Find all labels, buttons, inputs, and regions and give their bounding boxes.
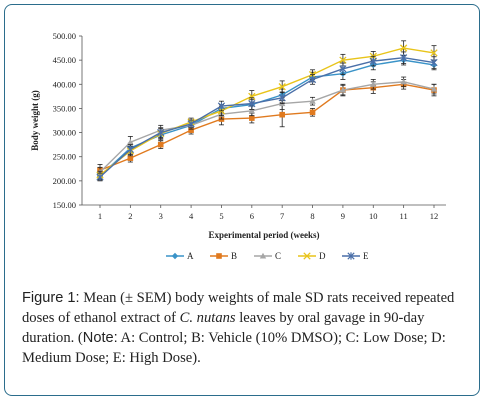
data-point-b: [279, 111, 285, 118]
legend-label-c: C: [275, 251, 281, 261]
x-axis-label: Experimental period (weeks): [209, 230, 320, 240]
legend-item-c: C: [254, 251, 281, 261]
data-point-d: [339, 56, 347, 64]
data-point-e: [278, 94, 286, 102]
legend-marker-b: [216, 253, 222, 259]
data-point-e: [400, 54, 408, 62]
legend-marker-c: [259, 252, 267, 259]
x-tick-label: 12: [430, 211, 439, 221]
x-tick-label: 2: [128, 211, 132, 221]
data-point-d: [399, 44, 408, 52]
marker-stroke: [303, 252, 311, 260]
data-point-c: [430, 85, 438, 92]
series-d: [96, 40, 438, 180]
y-tick-label: 500.00: [53, 31, 76, 41]
y-tick-label: 400.00: [53, 79, 76, 89]
y-tick-label: 450.00: [53, 55, 76, 65]
data-point-e: [96, 173, 104, 181]
x-tick-label: 11: [400, 211, 408, 221]
legend-item-b: B: [210, 251, 237, 261]
x-tick-label: 9: [341, 211, 345, 221]
marker-stroke: [248, 92, 256, 101]
caption-text-1: Mean (± SEM) body weights of male SD rat…: [22, 290, 455, 326]
data-point-e: [369, 57, 377, 65]
figure-caption: Figure 1: Mean (± SEM) body weights of m…: [22, 288, 468, 368]
x-tick-label: 5: [219, 211, 223, 221]
legend-label-e: E: [363, 251, 369, 261]
data-point-d: [248, 92, 256, 101]
legend-label-b: B: [231, 251, 237, 261]
legend: A B C D E: [166, 251, 369, 261]
data-point-e: [248, 99, 256, 108]
plot-area: 150.00 200.00 250.00 300.00 350.00 400.00 450.…: [53, 31, 446, 221]
x-tick-label: 4: [189, 211, 194, 221]
data-point-c: [370, 81, 377, 87]
series-layer: [96, 40, 438, 182]
figure-label: Figure 1:: [22, 290, 80, 306]
data-point-e: [217, 102, 226, 110]
legend-label-d: D: [319, 251, 326, 261]
data-point-e: [187, 120, 195, 128]
caption-species: C. nutans: [179, 310, 236, 326]
data-point-e: [339, 65, 347, 73]
data-point-e: [308, 75, 317, 84]
line-chart: 150.00 200.00 250.00 300.00 350.00 400.00 450.…: [30, 31, 446, 261]
legend-marker-e: [347, 252, 355, 260]
data-point-c: [339, 86, 347, 93]
x-tick-label: 7: [280, 211, 284, 221]
y-tick-label: 350.00: [53, 103, 76, 113]
series-a: [96, 54, 438, 181]
series-b: [97, 79, 437, 177]
legend-marker-a: [171, 252, 179, 260]
series-line-a: [99, 59, 435, 177]
data-point-b: [188, 127, 194, 133]
x-tick-label: 1: [98, 211, 102, 221]
data-point-c: [309, 97, 316, 104]
data-point-c: [400, 78, 407, 85]
y-tick-labels: 150.00 200.00 250.00 300.00 350.00 400.00 450.…: [53, 31, 82, 210]
legend-item-d: D: [298, 251, 326, 261]
data-point-e: [430, 58, 438, 67]
x-tick-label: 6: [250, 211, 254, 221]
legend-item-e: E: [342, 251, 369, 261]
data-point-b: [249, 115, 255, 121]
data-point-e: [126, 145, 134, 154]
x-tick-label: 8: [310, 211, 314, 221]
series-e: [96, 51, 438, 182]
data-point-c: [127, 139, 134, 145]
caption-text-3: A: Control; B: Vehicle (10% DMSO); C: Lo…: [22, 330, 446, 366]
marker-stroke: [278, 83, 286, 91]
data-point-d: [278, 83, 286, 91]
caption-note-label: Note:: [82, 330, 118, 346]
data-point-b: [157, 141, 164, 148]
data-point-c: [248, 107, 256, 114]
y-tick-label: 150.00: [53, 200, 76, 210]
legend-item-a: A: [166, 251, 194, 261]
series-line-b: [99, 83, 435, 171]
y-tick-label: 200.00: [53, 176, 76, 186]
figure-frame: [4, 4, 480, 396]
marker-stroke: [339, 56, 347, 64]
x-tick-labels: 1 2 3 4 5 6 7 8 9 10 11 12: [98, 205, 438, 221]
marker-stroke: [430, 49, 438, 57]
series-line-e: [99, 57, 435, 178]
y-tick-label: 300.00: [53, 128, 76, 138]
series-line-c: [99, 81, 435, 173]
y-axis-label: Body weight (g): [30, 90, 40, 151]
series-line-d: [99, 47, 435, 176]
x-tick-label: 10: [369, 211, 378, 221]
data-point-b: [309, 109, 316, 116]
legend-label-a: A: [187, 251, 194, 261]
y-tick-label: 250.00: [53, 152, 76, 162]
legend-marker-d: [303, 252, 311, 260]
caption-text-2: leaves by oral gavage in 90-day duration…: [22, 310, 425, 346]
data-point-d: [430, 49, 438, 57]
marker-stroke: [399, 44, 408, 52]
data-point-b: [127, 155, 134, 161]
data-point-e: [157, 128, 165, 137]
x-tick-label: 3: [159, 211, 163, 221]
